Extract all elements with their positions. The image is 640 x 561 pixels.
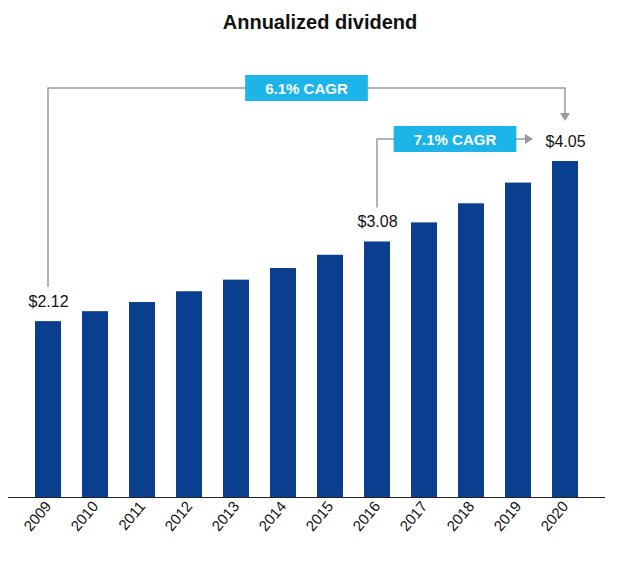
svg-text:$2.12: $2.12 bbox=[28, 293, 68, 310]
svg-text:2014: 2014 bbox=[255, 498, 289, 534]
svg-text:2020: 2020 bbox=[537, 498, 571, 534]
svg-text:2016: 2016 bbox=[349, 498, 383, 534]
svg-text:2013: 2013 bbox=[208, 498, 242, 534]
svg-text:2012: 2012 bbox=[161, 498, 195, 534]
svg-text:$4.05: $4.05 bbox=[545, 133, 585, 150]
html-text:Annualized dividend: Annualized dividend bbox=[222, 11, 418, 33]
svg-text:2018: 2018 bbox=[443, 498, 477, 534]
svg-text:2011: 2011 bbox=[115, 498, 149, 534]
svg-text:6.1% CAGR: 6.1% CAGR bbox=[265, 80, 348, 97]
svg-text:2009: 2009 bbox=[20, 498, 54, 534]
svg-text:2010: 2010 bbox=[67, 498, 101, 534]
svg-text:7.1% CAGR: 7.1% CAGR bbox=[414, 131, 497, 148]
svg-text:2017: 2017 bbox=[396, 498, 430, 534]
svg-text:$3.08: $3.08 bbox=[357, 213, 397, 230]
svg-text:2019: 2019 bbox=[490, 498, 524, 534]
svg-text:2015: 2015 bbox=[302, 498, 336, 534]
